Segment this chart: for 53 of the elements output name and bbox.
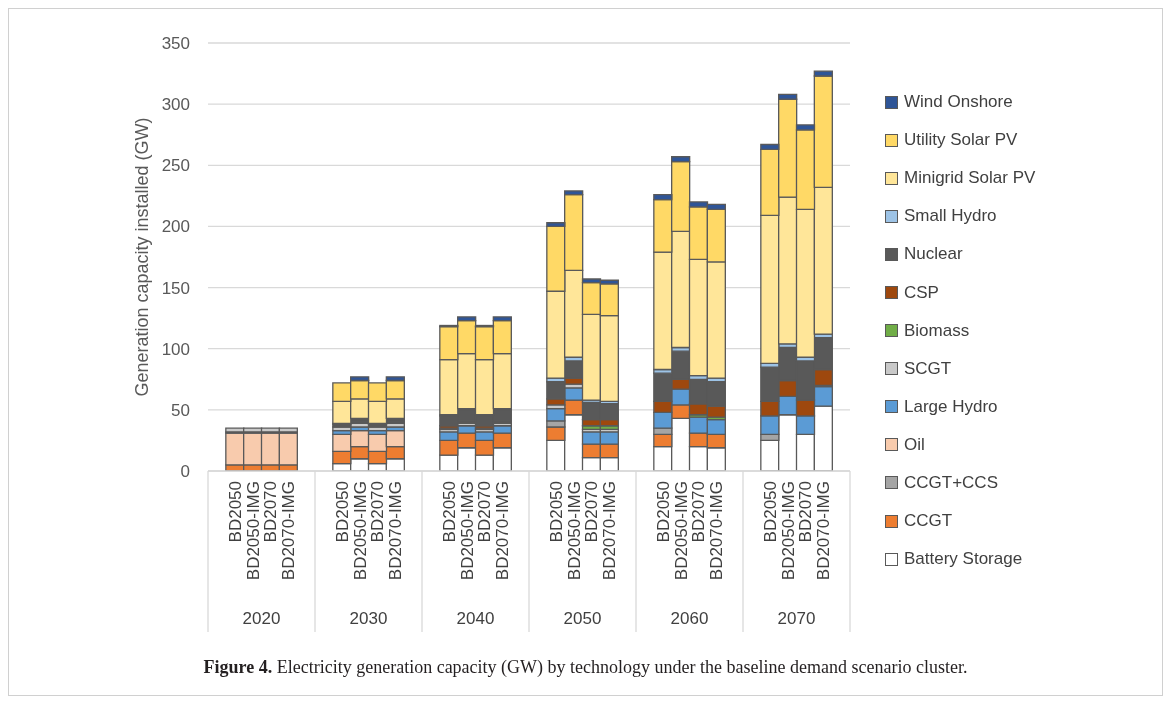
x-tick-label: BD2070-IMG [386,481,406,581]
x-tick-label: BD2050 [760,481,780,543]
x-tick-label: BD2050 [653,481,673,543]
legend-label: Minigrid Solar PV [904,168,1036,189]
y-tick-label: 200 [161,217,190,237]
x-tick-label: BD2050 [439,481,459,543]
x-tick-label: BD2070-IMG [279,481,299,581]
legend-label: Utility Solar PV [904,130,1018,151]
x-tick-label: BD2050-IMG [778,481,798,581]
legend-label: Oil [904,434,925,455]
x-tick-label: BD2070-IMG [707,481,727,581]
y-tick-label: 100 [161,339,190,359]
y-axis-title: Generation capacity installed (GW) [132,117,153,397]
y-tick-label: 350 [161,34,190,54]
x-tick-label: BD2050 [225,481,245,543]
x-tick-label: BD2050-IMG [671,481,691,581]
legend-label: Large Hydro [904,396,998,417]
x-tick-label: BD2050-IMG [350,481,370,581]
x-tick-label: BD2070 [689,481,709,543]
legend-label: CSP [904,282,939,303]
y-tick-label: 50 [171,400,190,420]
legend-label: Nuclear [904,244,963,265]
legend-label: Small Hydro [904,206,997,227]
caption: Figure 4. Electricity generation capacity (GW) by technology under the baseline demand scenario cluster. [203,657,968,677]
x-tick-label: BD2050-IMG [243,481,263,581]
x-tick-label: BD2050 [332,481,352,543]
y-tick-label: 0 [180,462,190,482]
y-tick-label: 250 [161,156,190,176]
text: 2020 [242,608,281,628]
text: 2050 [563,608,602,628]
x-tick-label: BD2070 [582,481,602,543]
text: 2060 [670,608,709,628]
text: 2070 [777,608,816,628]
x-tick-label: BD2070-IMG [600,481,620,581]
legend-label: Biomass [904,320,970,341]
y-tick-label: 150 [161,278,190,298]
text: 2040 [456,608,495,628]
legend-label: Battery Storage [904,549,1023,570]
x-tick-label: BD2070 [261,481,281,543]
x-tick-label: BD2070 [368,481,388,543]
y-tick-label: 300 [161,95,190,115]
legend-label: Wind Onshore [904,92,1013,113]
x-tick-label: BD2070 [796,481,816,543]
legend-label: CCGT+CCS [904,472,998,493]
x-tick-label: BD2050-IMG [457,481,477,581]
x-tick-label: BD2050 [546,481,566,543]
x-tick-label: BD2070 [475,481,495,543]
legend-label: SCGT [904,358,952,379]
legend-label: CCGT [904,511,953,532]
x-tick-label: BD2070-IMG [814,481,834,581]
text: 2030 [349,608,388,628]
x-tick-label: BD2050-IMG [564,481,584,581]
x-tick-label: BD2070-IMG [493,481,513,581]
